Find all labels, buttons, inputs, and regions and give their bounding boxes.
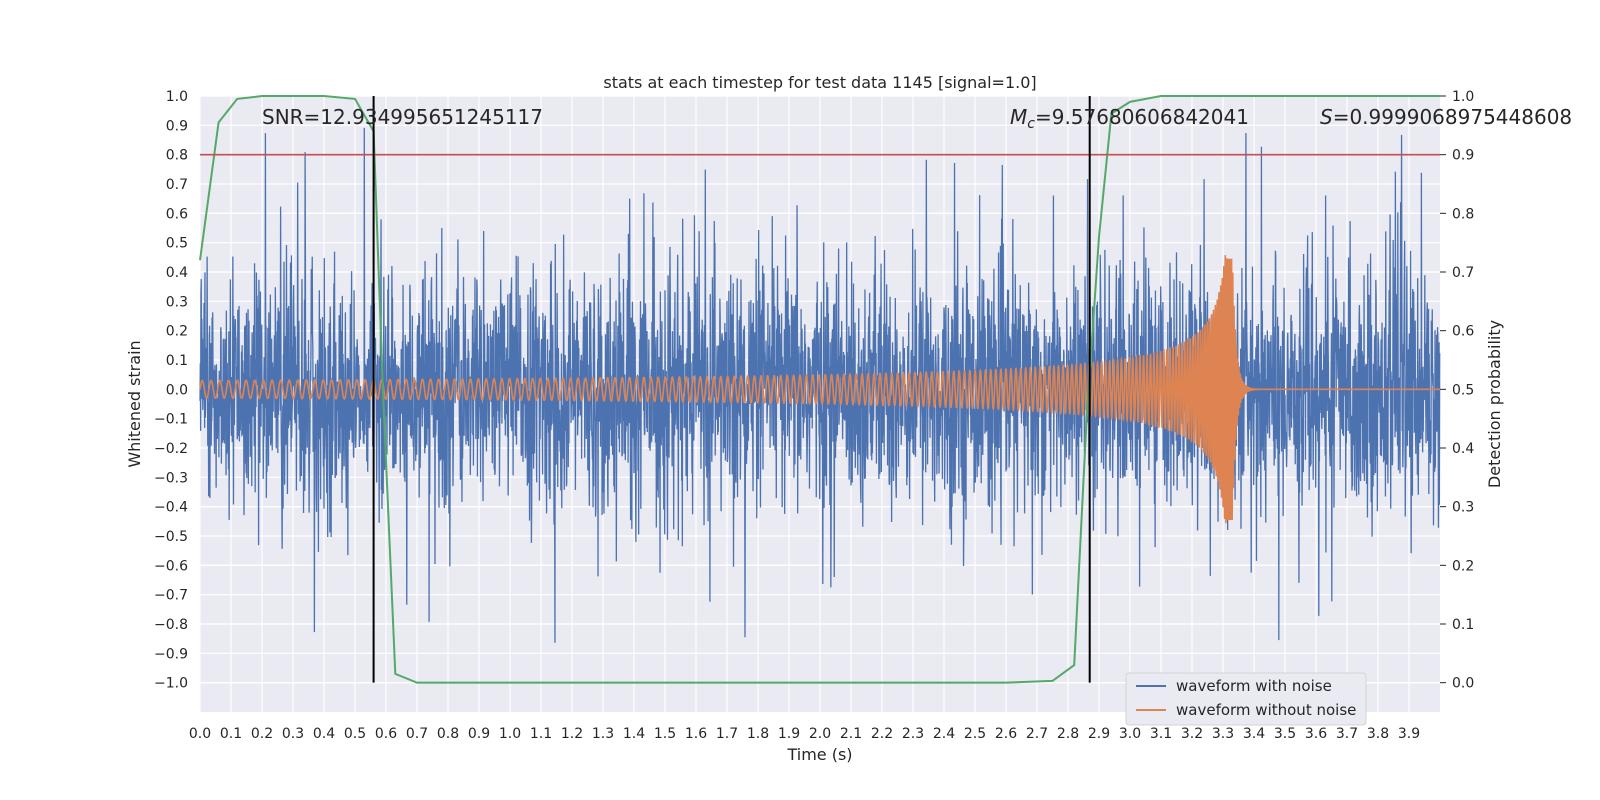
y-tick-label-11: −0.1 — [154, 412, 188, 428]
x-tick-label-13: 1.3 — [592, 726, 614, 742]
y-tick-label-12: −0.2 — [154, 441, 188, 457]
legend: waveform with noise waveform without noi… — [1125, 672, 1367, 726]
x-tick-label-25: 2.5 — [964, 726, 986, 742]
probability-line — [199, 95, 1440, 684]
y-tick-label-15: −0.5 — [154, 529, 188, 545]
x-tick-label-34: 3.4 — [1243, 726, 1265, 742]
x-tick-label-4: 0.4 — [313, 726, 335, 742]
series-waveform-without-noise — [199, 255, 1440, 524]
x-tick-label-22: 2.2 — [871, 726, 893, 742]
x-tick-label-14: 1.4 — [623, 726, 645, 742]
y-axis-label: Whitened strain — [125, 340, 144, 467]
y-tick-label-8: 0.2 — [166, 324, 188, 340]
y-tick-label-14: −0.4 — [154, 500, 188, 516]
x-tick-label-23: 2.3 — [902, 726, 924, 742]
x-tick-label-35: 3.5 — [1274, 726, 1296, 742]
x-tick-label-39: 3.9 — [1398, 726, 1420, 742]
y-tick-label-6: 0.4 — [166, 265, 188, 281]
y-axis-ticks: 1.0 0.9 0.8 0.7 0.6 0.5 0.4 0.3 0.2 0.1 0.0 −0.1 −0.… — [154, 89, 188, 692]
x-tick-label-38: 3.8 — [1367, 726, 1389, 742]
x-tick-label-15: 1.5 — [654, 726, 676, 742]
x-tick-label-10: 1.0 — [499, 726, 521, 742]
y-tick-label-9: 0.1 — [166, 353, 188, 369]
y2-tick-label-4: 0.6 — [1452, 324, 1474, 340]
y-tick-label-0: 1.0 — [166, 89, 188, 105]
y2-tick-label-2: 0.8 — [1452, 206, 1474, 222]
y-tick-label-16: −0.6 — [154, 558, 188, 574]
y-tick-label-20: −1.0 — [154, 676, 188, 692]
x-tick-label-6: 0.6 — [375, 726, 397, 742]
x-tick-label-17: 1.7 — [716, 726, 738, 742]
series-detection-probability — [199, 95, 1440, 684]
chart-title: stats at each timestep for test data 114… — [603, 73, 1036, 92]
s-annotation: S=0.9999068975448608 — [1320, 105, 1572, 129]
y2-tick-label-7: 0.3 — [1452, 500, 1474, 516]
x-tick-label-30: 3.0 — [1119, 726, 1141, 742]
x-tick-label-1: 0.1 — [220, 726, 242, 742]
x-axis-label: Time (s) — [786, 745, 852, 764]
y2-axis-ticks: 1.0 0.9 0.8 0.7 0.6 0.5 0.4 0.3 0.2 0.1 0.0 — [1440, 89, 1474, 692]
x-axis-ticks: 0.0 0.1 0.2 0.3 0.4 0.5 0.6 0.7 0.8 0.9 1.0 1.1 1.2 1… — [189, 726, 1420, 742]
y2-axis-label: Detection probability — [1485, 320, 1504, 488]
x-tick-label-12: 1.2 — [561, 726, 583, 742]
y-tick-label-3: 0.7 — [166, 177, 188, 193]
x-tick-label-31: 3.1 — [1150, 726, 1172, 742]
y-tick-label-19: −0.9 — [154, 646, 188, 662]
snr-annotation: SNR=12.934995651245117 — [262, 105, 543, 129]
y2-tick-label-10: 0.0 — [1452, 676, 1474, 692]
legend-box — [1125, 672, 1367, 726]
x-tick-label-33: 3.3 — [1212, 726, 1234, 742]
x-tick-label-16: 1.6 — [685, 726, 707, 742]
x-tick-label-36: 3.6 — [1305, 726, 1327, 742]
vertical-markers — [372, 96, 1091, 683]
x-tick-label-5: 0.5 — [344, 726, 366, 742]
x-tick-label-19: 1.9 — [778, 726, 800, 742]
x-tick-label-32: 3.2 — [1181, 726, 1203, 742]
y2-tick-label-6: 0.4 — [1452, 441, 1474, 457]
x-tick-label-27: 2.7 — [1026, 726, 1048, 742]
x-tick-label-9: 0.9 — [468, 726, 490, 742]
y-tick-label-18: −0.8 — [154, 617, 188, 633]
y-tick-label-7: 0.3 — [166, 294, 188, 310]
x-tick-label-29: 2.9 — [1088, 726, 1110, 742]
y-tick-label-4: 0.6 — [166, 206, 188, 222]
y-tick-label-13: −0.3 — [154, 470, 188, 486]
x-tick-label-26: 2.6 — [995, 726, 1017, 742]
x-tick-label-20: 2.0 — [809, 726, 831, 742]
x-tick-label-8: 0.8 — [437, 726, 459, 742]
y2-tick-label-9: 0.1 — [1452, 617, 1474, 633]
y2-tick-label-3: 0.7 — [1452, 265, 1474, 281]
y-tick-label-2: 0.8 — [166, 148, 188, 164]
x-tick-label-24: 2.4 — [933, 726, 955, 742]
y-tick-label-1: 0.9 — [166, 118, 188, 134]
chirp-line — [199, 255, 1440, 524]
y2-tick-label-5: 0.5 — [1452, 382, 1474, 398]
legend-label-clean: waveform without noise — [1176, 701, 1356, 719]
y-tick-label-5: 0.5 — [166, 236, 188, 252]
x-tick-label-37: 3.7 — [1336, 726, 1358, 742]
x-tick-label-28: 2.8 — [1057, 726, 1079, 742]
y2-tick-label-1: 0.9 — [1452, 148, 1474, 164]
y2-tick-label-0: 1.0 — [1452, 89, 1474, 105]
y2-tick-label-8: 0.2 — [1452, 558, 1474, 574]
y-tick-label-17: −0.7 — [154, 588, 188, 604]
x-tick-label-7: 0.7 — [406, 726, 428, 742]
x-tick-label-3: 0.3 — [282, 726, 304, 742]
x-tick-label-11: 1.1 — [530, 726, 552, 742]
x-tick-label-0: 0.0 — [189, 726, 211, 742]
mc-annotation: Mc=9.57680606842041 — [1010, 105, 1249, 132]
y-tick-label-10: 0.0 — [166, 382, 188, 398]
legend-label-noise: waveform with noise — [1176, 677, 1332, 695]
x-tick-label-21: 2.1 — [840, 726, 862, 742]
x-tick-label-18: 1.8 — [747, 726, 769, 742]
x-tick-label-2: 0.2 — [251, 726, 273, 742]
